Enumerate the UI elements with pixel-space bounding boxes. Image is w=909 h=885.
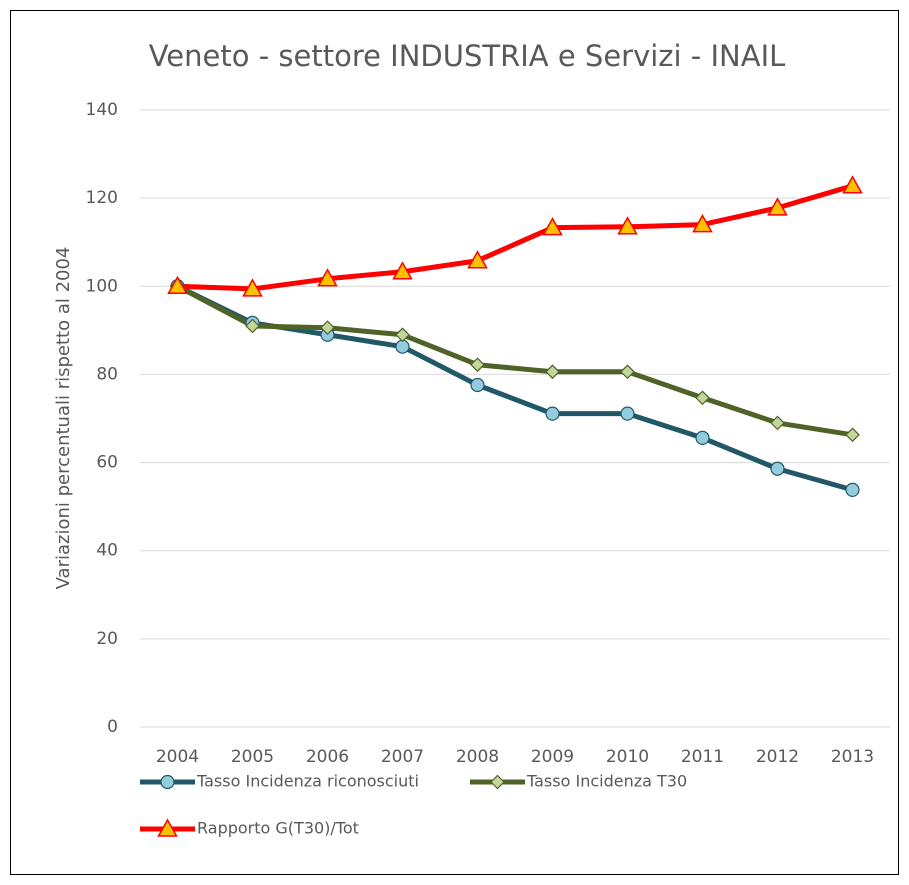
y-axis-title: Variazioni percentuali rispetto al 2004 — [53, 247, 74, 590]
y-tick-label: 0 — [107, 717, 118, 737]
legend-label: Tasso Incidenza T30 — [526, 772, 687, 791]
marker — [617, 216, 638, 235]
marker — [845, 482, 860, 497]
x-tick-label: 2005 — [231, 747, 274, 767]
marker — [470, 377, 485, 393]
chart-title: Veneto - settore INDUSTRIA e Servizi - I… — [149, 39, 786, 73]
y-tick-label: 120 — [86, 188, 118, 208]
x-tick-label: 2010 — [606, 747, 649, 767]
marker — [770, 461, 785, 476]
x-tick-label: 2012 — [756, 747, 799, 767]
marker — [842, 175, 863, 194]
marker — [545, 364, 560, 380]
marker — [545, 406, 560, 421]
y-tick-label: 100 — [86, 276, 118, 296]
x-tick-label: 2006 — [306, 747, 349, 767]
y-tick-label: 80 — [96, 364, 118, 384]
series-line — [175, 183, 855, 292]
marker — [467, 250, 488, 269]
marker — [695, 430, 710, 445]
marker — [395, 327, 410, 343]
legend-label: Rapporto G(T30)/Tot — [197, 819, 359, 838]
x-tick-label: 2007 — [381, 747, 424, 767]
chart-border — [10, 10, 899, 875]
marker — [770, 415, 785, 431]
x-tick-label: 2013 — [831, 747, 874, 767]
marker — [317, 268, 338, 287]
marker — [167, 275, 188, 295]
marker — [242, 278, 263, 297]
marker — [845, 427, 860, 443]
marker — [470, 357, 485, 373]
marker — [695, 390, 710, 406]
legend-marker — [157, 818, 178, 837]
x-tick-label: 2008 — [456, 747, 499, 767]
legend-marker — [160, 774, 175, 790]
x-tick-label: 2011 — [681, 747, 724, 767]
y-tick-label: 140 — [86, 100, 118, 120]
legend-label: Tasso Incidenza riconosciuti — [196, 772, 419, 791]
legend-marker — [490, 774, 505, 790]
series-line — [175, 283, 855, 438]
x-tick-label: 2009 — [531, 747, 574, 767]
y-tick-label: 20 — [96, 629, 118, 649]
marker — [620, 406, 635, 421]
marker — [245, 318, 260, 334]
y-tick-label: 40 — [96, 541, 118, 561]
marker — [692, 214, 713, 233]
marker — [767, 197, 788, 216]
x-tick-label: 2004 — [156, 747, 199, 767]
y-tick-label: 60 — [96, 453, 118, 473]
marker — [395, 339, 410, 354]
marker — [620, 364, 635, 380]
marker — [392, 261, 413, 280]
marker — [542, 217, 563, 236]
marker — [320, 320, 335, 336]
